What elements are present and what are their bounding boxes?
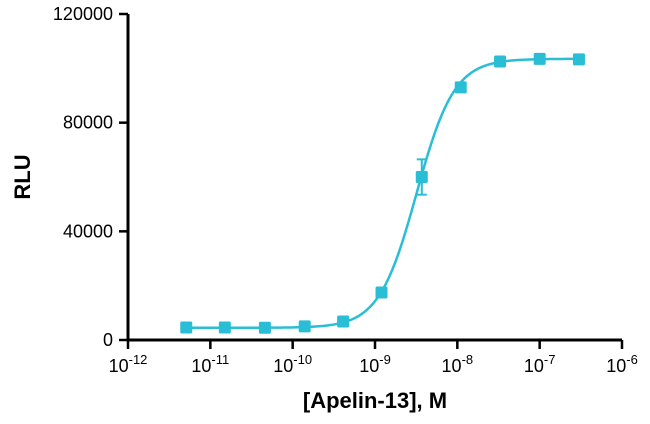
y-axis-title: RLU — [10, 154, 35, 199]
data-point-marker — [298, 320, 311, 333]
data-point-marker — [218, 321, 231, 334]
x-axis-title: [Apelin-13], M — [303, 388, 447, 413]
x-tick-label: 10-10 — [273, 352, 312, 376]
x-tick-label: 10-6 — [606, 352, 638, 376]
data-point-marker — [494, 55, 507, 68]
x-tick-label: 10-9 — [359, 352, 391, 376]
y-tick-label: 120000 — [53, 4, 113, 24]
y-tick-label: 40000 — [63, 221, 113, 241]
data-point-marker — [258, 321, 271, 334]
data-point-marker — [533, 52, 546, 65]
x-tick-label: 10-11 — [191, 352, 229, 376]
y-tick-label: 0 — [103, 330, 113, 350]
x-tick-label: 10-12 — [109, 352, 148, 376]
data-point-marker — [375, 286, 388, 299]
data-point-marker — [454, 81, 467, 94]
x-tick-label: 10-8 — [442, 352, 474, 376]
data-point-marker — [415, 171, 428, 183]
data-point-marker — [180, 321, 193, 334]
y-tick-label: 80000 — [63, 113, 113, 133]
data-point-marker — [572, 53, 585, 66]
data-point-marker — [337, 315, 350, 328]
x-tick-label: 10-7 — [524, 352, 556, 376]
